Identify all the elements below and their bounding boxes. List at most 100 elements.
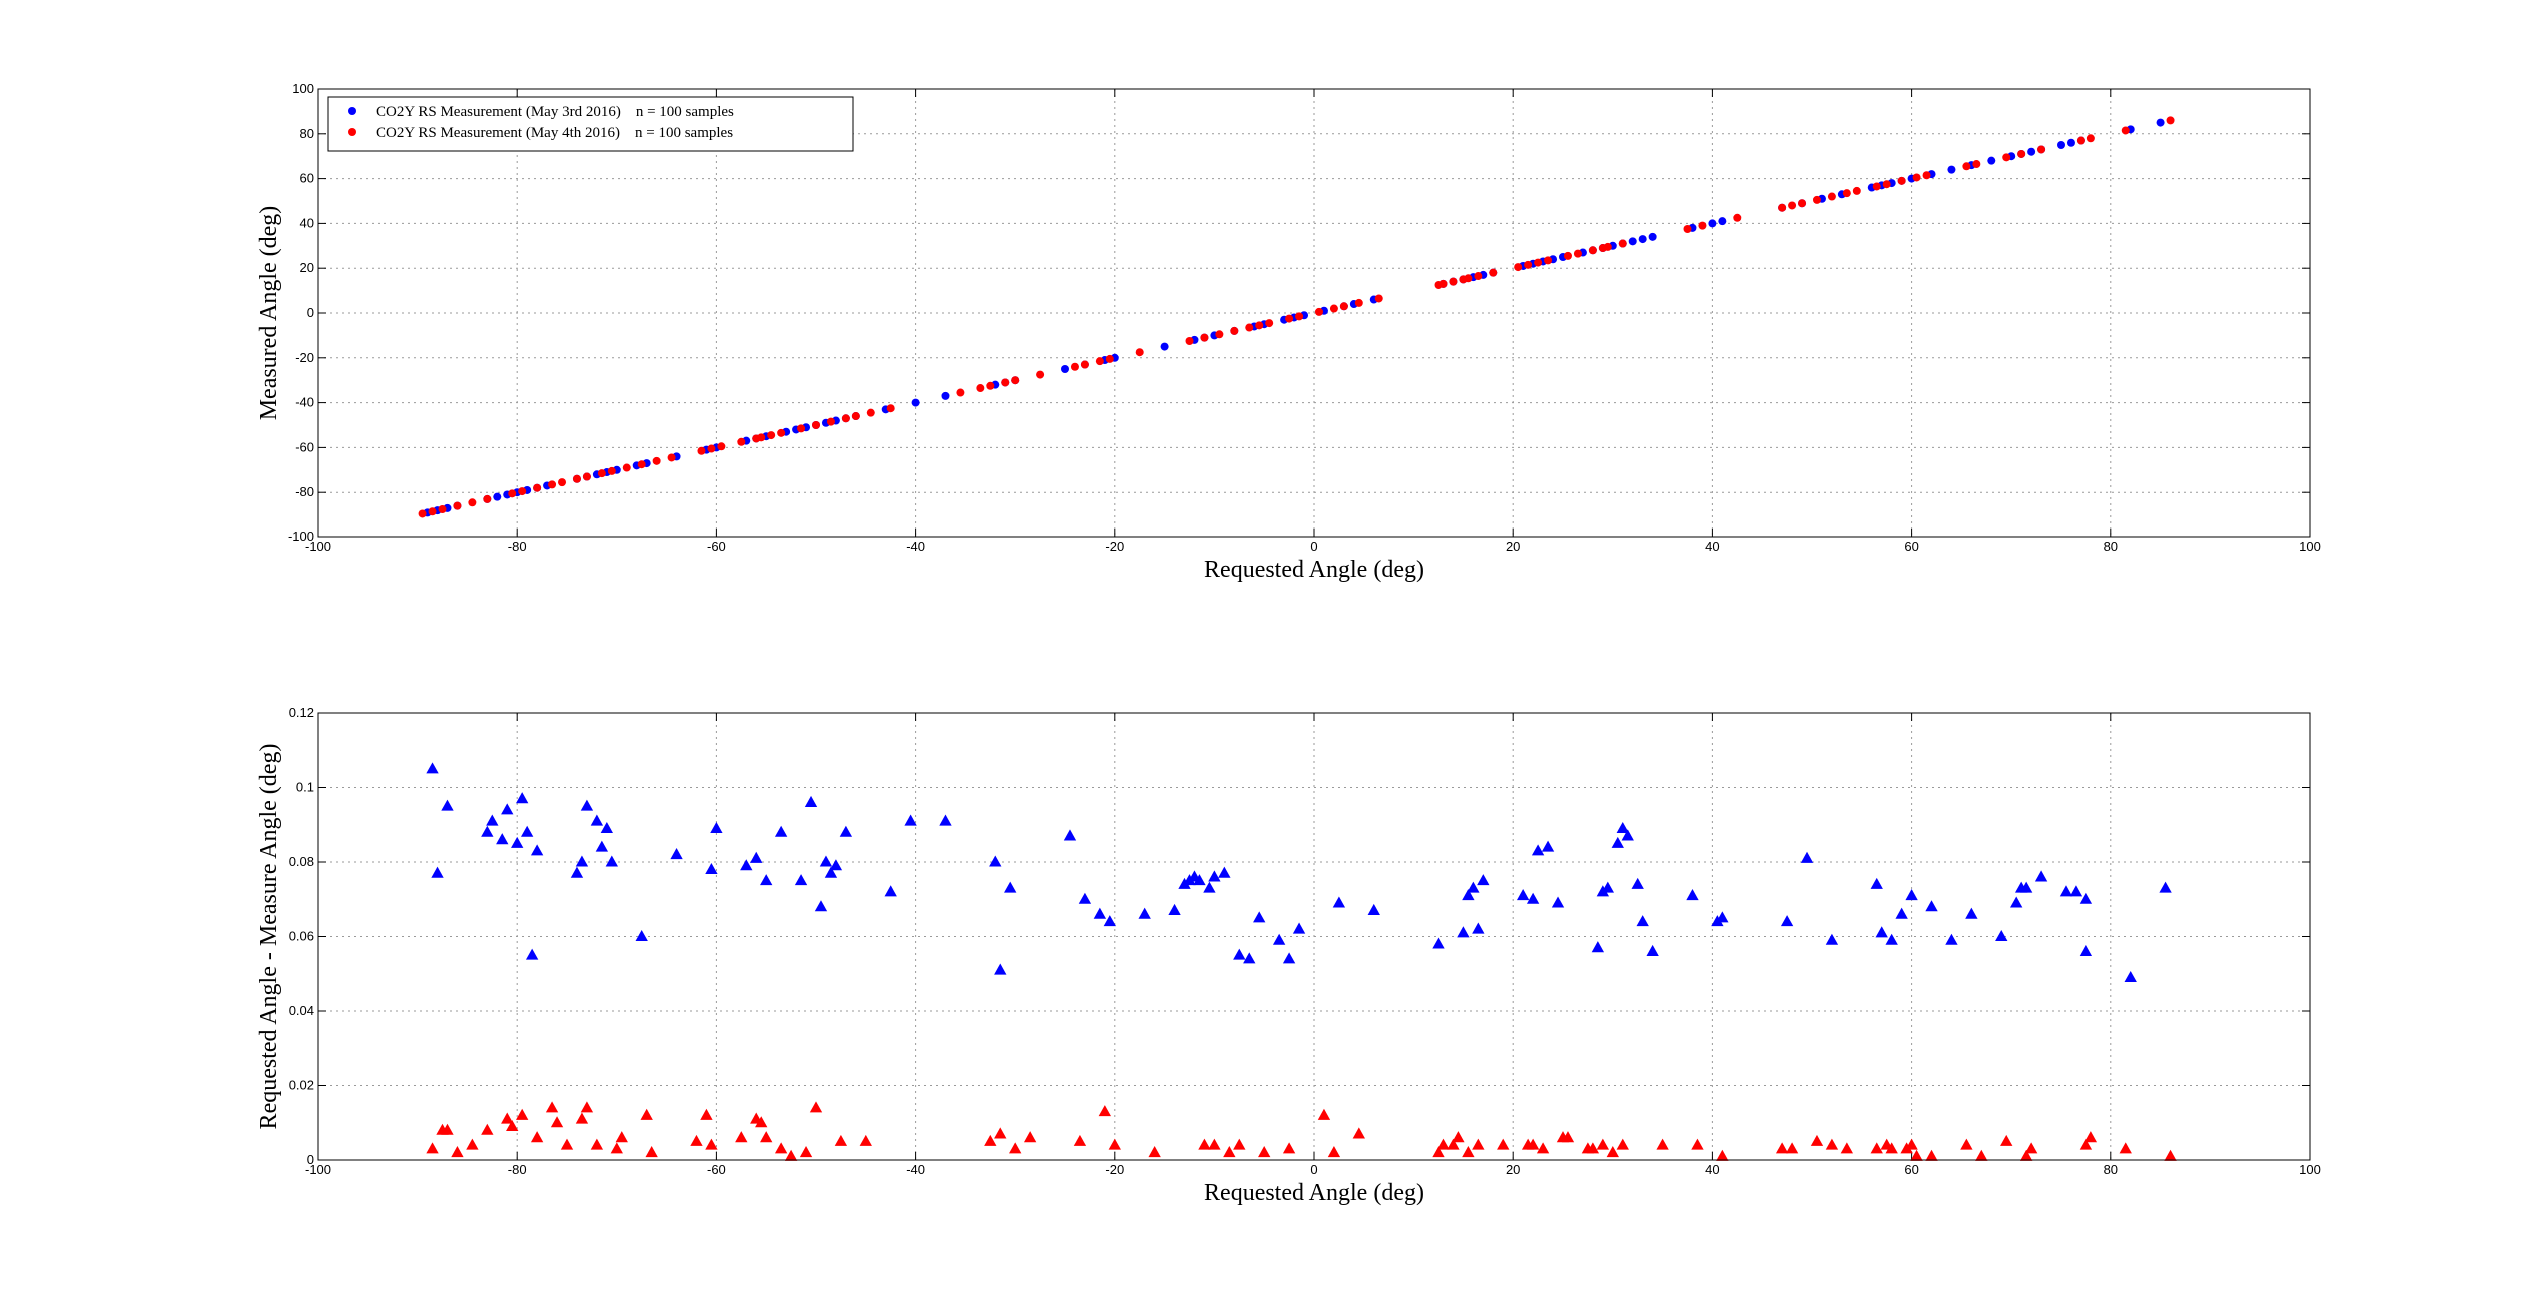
x-axis-label: Requested Angle (deg) [1204,557,1424,583]
data-point [1489,268,1498,277]
data-point-triangle [994,1127,1007,1139]
data-point-triangle [1800,851,1814,863]
data-point-triangle [481,825,494,837]
data-point-triangle [760,1131,773,1143]
data-point-triangle [1775,1142,1789,1154]
data-point [1080,360,1089,369]
data-point-triangle [451,1146,464,1158]
x-tick-label: 0 [1310,1162,1317,1177]
data-point-triangle [530,1131,544,1143]
data-point-triangle [1203,881,1216,893]
data-point-triangle [1282,952,1296,964]
data-point-triangle [2079,944,2093,956]
x-tick-label: 100 [2299,1162,2321,1177]
data-point-triangle [1636,915,1649,927]
data-point-triangle [760,874,773,886]
data-point-triangle [2079,892,2093,904]
data-point-triangle [496,833,509,845]
plot-bottom: -100 -80 -60 -40 -20 0 20 40 60 80 100 0 0.02 0.04 0.0… [256,705,2321,1206]
data-point-triangle [1472,922,1485,934]
y-tick-label: -80 [295,484,314,499]
data-point-triangle [700,1108,713,1120]
data-point [1215,330,1224,339]
data-point-triangle [2069,885,2083,897]
data-point-triangle [1208,1138,1221,1150]
data-point [1603,242,1612,251]
y-tick-label: 0.12 [289,705,314,720]
data-point-triangle [1457,926,1470,938]
data-point [841,414,850,423]
data-point-triangle [1233,1138,1246,1150]
data-point [1588,246,1597,255]
data-point-triangle [1925,1149,1938,1161]
data-point-triangle [1716,1149,1729,1161]
data-point-triangle [784,1149,798,1161]
data-point-triangle [1477,874,1490,886]
data-point [548,480,557,489]
data-point [1544,256,1553,265]
data-point-triangle [1103,915,1116,927]
data-point-triangle [2019,881,2033,893]
data-point [1001,378,1010,387]
data-point-triangle [1497,1138,1510,1150]
data-point [453,501,462,510]
data-point [418,509,427,518]
data-point-triangle [814,900,828,912]
x-tick-label: 20 [1506,1162,1520,1177]
data-point-triangle [705,862,718,874]
data-point-triangle [1536,1142,1550,1154]
data-point [1897,176,1906,185]
data-point [1474,272,1483,281]
data-point-triangle [690,1134,703,1146]
data-point [1070,362,1079,371]
data-point [1912,173,1921,182]
data-point-triangle [516,792,529,804]
data-point-triangle [1218,866,1231,878]
y-tick-label: 20 [300,260,314,275]
data-point [1683,225,1692,233]
data-point-triangle [1198,1138,1211,1150]
data-point [1374,294,1383,303]
legend: CO2Y RS Measurement (May 3rd 2016) n = 1… [327,96,854,152]
data-point [493,492,502,501]
data-point [1285,314,1294,323]
data-point [1314,307,1323,316]
data-point-triangle [839,825,853,837]
data-point [438,505,447,513]
data-point-triangle [1785,1142,1799,1154]
data-point [667,453,676,462]
data-point-triangle [1243,952,1256,964]
data-point-triangle [1870,877,1883,889]
data-point [866,408,875,417]
data-point-triangle [1840,1142,1854,1154]
data-point [1339,302,1348,311]
data-point-triangle [2119,1142,2132,1154]
data-point-triangle [1432,937,1445,949]
x-tick-label: -80 [508,1162,527,1177]
x-tick-label: 100 [2299,539,2321,554]
data-point-triangle [590,1138,604,1150]
x-tick-label: 60 [1904,1162,1918,1177]
data-point-triangle [834,1134,848,1146]
data-point [1718,217,1727,226]
data-point-triangle [794,874,808,886]
data-point [1618,239,1627,248]
data-point-triangle [605,855,618,867]
data-point-triangle [1895,907,1908,919]
data-point-triangle [819,855,833,867]
data-point-triangle [2010,896,2023,908]
data-point-triangle [1591,941,1605,953]
data-point [1922,171,1931,180]
y-tick-label: 0.08 [289,854,314,869]
data-point [1036,370,1045,379]
data-point [622,463,631,472]
data-point-triangle [1009,1142,1022,1154]
data-point [1230,326,1239,335]
data-point-triangle [1586,1142,1600,1154]
data-point-triangle [1551,896,1565,908]
data-point-triangle [710,821,723,834]
data-point-triangle [1960,1138,1973,1150]
x-tick-label: -100 [305,539,331,554]
